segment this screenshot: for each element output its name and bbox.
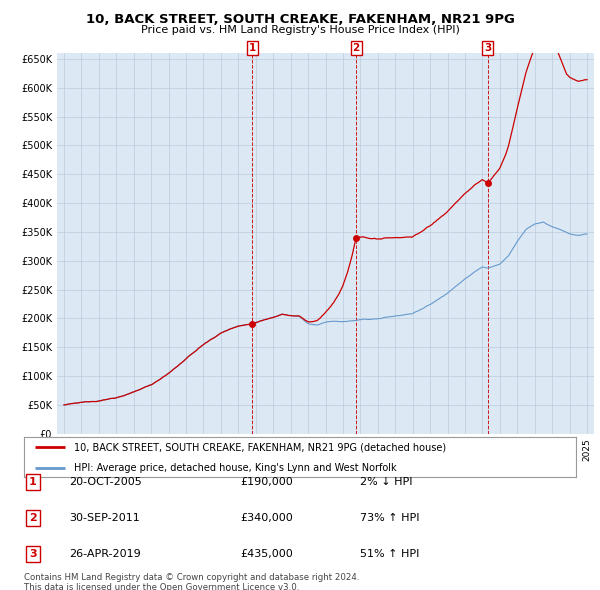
Text: 51% ↑ HPI: 51% ↑ HPI xyxy=(360,549,419,559)
Text: 3: 3 xyxy=(484,43,491,53)
Text: 2% ↓ HPI: 2% ↓ HPI xyxy=(360,477,413,487)
Text: £340,000: £340,000 xyxy=(240,513,293,523)
Text: HPI: Average price, detached house, King's Lynn and West Norfolk: HPI: Average price, detached house, King… xyxy=(74,463,397,473)
Text: £190,000: £190,000 xyxy=(240,477,293,487)
Text: 30-SEP-2011: 30-SEP-2011 xyxy=(69,513,140,523)
Text: 26-APR-2019: 26-APR-2019 xyxy=(69,549,141,559)
Text: 20-OCT-2005: 20-OCT-2005 xyxy=(69,477,142,487)
Text: Price paid vs. HM Land Registry's House Price Index (HPI): Price paid vs. HM Land Registry's House … xyxy=(140,25,460,35)
Text: 10, BACK STREET, SOUTH CREAKE, FAKENHAM, NR21 9PG (detached house): 10, BACK STREET, SOUTH CREAKE, FAKENHAM,… xyxy=(74,442,446,453)
Text: 10, BACK STREET, SOUTH CREAKE, FAKENHAM, NR21 9PG: 10, BACK STREET, SOUTH CREAKE, FAKENHAM,… xyxy=(86,13,514,26)
Text: This data is licensed under the Open Government Licence v3.0.: This data is licensed under the Open Gov… xyxy=(24,583,299,590)
Text: £435,000: £435,000 xyxy=(240,549,293,559)
Text: 2: 2 xyxy=(352,43,359,53)
Text: 73% ↑ HPI: 73% ↑ HPI xyxy=(360,513,419,523)
Text: 1: 1 xyxy=(248,43,256,53)
Text: 1: 1 xyxy=(29,477,37,487)
Text: 3: 3 xyxy=(29,549,37,559)
Text: 2: 2 xyxy=(29,513,37,523)
Text: Contains HM Land Registry data © Crown copyright and database right 2024.: Contains HM Land Registry data © Crown c… xyxy=(24,573,359,582)
